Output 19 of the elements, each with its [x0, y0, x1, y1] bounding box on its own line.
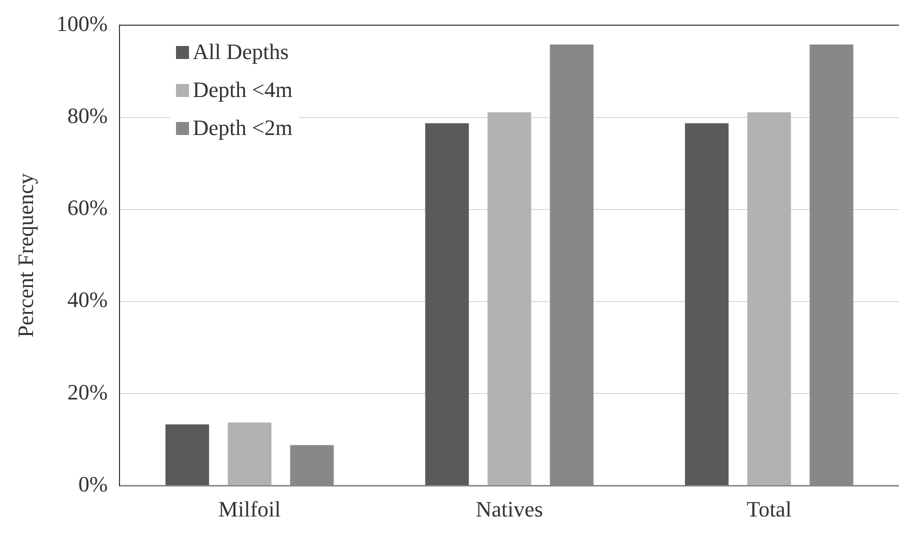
legend-label: Depth <4m	[192, 77, 293, 104]
legend-label: Depth <2m	[192, 115, 293, 142]
bar	[684, 123, 729, 486]
x-tick-label: Milfoil	[218, 496, 281, 522]
y-tick-label: 40%	[67, 287, 108, 312]
legend-label: All Depths	[192, 39, 289, 66]
bar	[425, 123, 469, 486]
x-tick-label: Total	[746, 496, 792, 522]
y-tick-label: 0%	[78, 471, 108, 496]
y-axis-title: Percent Frequency	[12, 173, 38, 338]
bar	[228, 422, 272, 486]
bar	[488, 112, 532, 486]
x-tick-label: Natives	[476, 496, 543, 522]
bar	[165, 424, 210, 486]
y-tick-label: 60%	[67, 195, 108, 220]
y-tick-label: 80%	[67, 103, 108, 128]
y-tick-label: 20%	[67, 379, 108, 404]
bar	[747, 112, 791, 486]
y-tick-label: 100%	[56, 10, 108, 36]
